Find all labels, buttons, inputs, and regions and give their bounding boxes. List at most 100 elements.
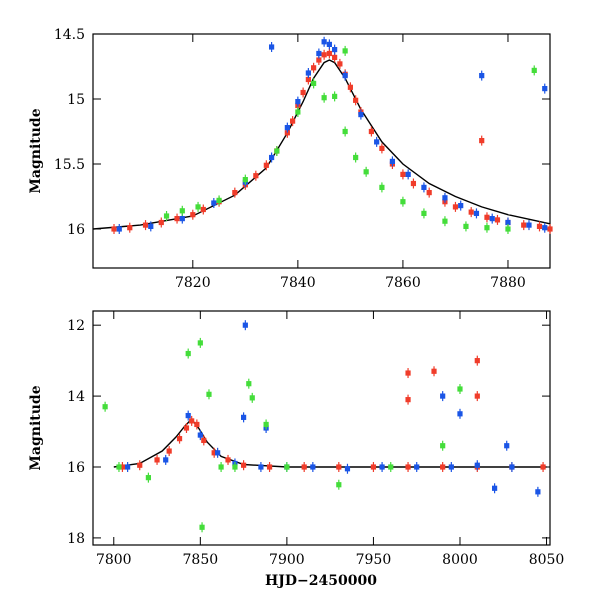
bottom-point-green xyxy=(336,482,342,488)
top-point-green xyxy=(163,213,170,219)
bottom-point-green xyxy=(284,464,290,470)
bottom-point-blue xyxy=(215,450,221,456)
bottom-model-line xyxy=(113,420,547,468)
top-point-red xyxy=(410,180,417,187)
bottom-xtick-label: 7800 xyxy=(96,552,132,568)
bottom-point-green xyxy=(249,395,255,401)
bottom-point-blue xyxy=(414,464,420,470)
top-point-blue xyxy=(458,203,464,209)
top-point-red xyxy=(379,145,385,151)
top-point-blue xyxy=(479,73,485,79)
top-point-red xyxy=(494,217,501,223)
top-point-blue xyxy=(268,154,275,161)
bottom-point-green xyxy=(218,464,224,470)
top-point-red xyxy=(468,209,474,215)
top-point-green xyxy=(311,80,317,86)
top-point-red xyxy=(142,222,149,228)
bottom-point-blue xyxy=(492,485,498,491)
bottom-point-red xyxy=(474,393,480,399)
bottom-point-green xyxy=(145,475,151,481)
bottom-point-blue xyxy=(242,322,248,328)
bottom-xtick-label: 8000 xyxy=(442,552,478,568)
bottom-plot-frame xyxy=(92,310,551,546)
bottom-point-red xyxy=(183,425,190,431)
bottom-point-blue xyxy=(535,489,541,495)
top-point-green xyxy=(421,210,427,216)
top-point-blue xyxy=(442,195,448,201)
top-point-blue xyxy=(505,219,511,226)
bottom-point-red xyxy=(431,368,437,374)
bottom-point-green xyxy=(185,350,191,357)
bottom-point-red xyxy=(211,450,217,456)
bottom-data-points xyxy=(102,320,546,533)
top-point-red xyxy=(426,190,432,196)
bottom-point-red xyxy=(194,421,200,428)
top-ytick-label: 15.5 xyxy=(54,157,85,173)
top-point-red xyxy=(190,212,196,218)
top-point-blue xyxy=(211,200,217,206)
top-data-points xyxy=(111,36,553,234)
bottom-xtick-label: 8050 xyxy=(529,552,565,568)
top-point-green xyxy=(179,208,185,214)
bottom-point-green xyxy=(457,386,463,392)
top-point-red xyxy=(290,118,296,124)
bottom-point-red xyxy=(119,464,126,470)
bottom-point-green xyxy=(440,443,446,449)
top-xtick-label: 7820 xyxy=(175,275,211,291)
bottom-point-red xyxy=(137,462,143,468)
top-point-red xyxy=(347,84,353,90)
bottom-point-red xyxy=(241,462,247,468)
top-point-blue xyxy=(305,70,311,76)
bottom-point-blue xyxy=(241,414,247,420)
top-point-red xyxy=(337,61,343,67)
top-point-green xyxy=(442,218,448,224)
bottom-point-red xyxy=(166,448,172,454)
bottom-point-red xyxy=(176,436,183,442)
top-point-blue xyxy=(268,44,275,50)
bottom-ytick-label: 16 xyxy=(67,460,85,476)
top-ytick-label: 16 xyxy=(67,222,85,238)
bottom-point-red xyxy=(225,457,231,463)
bottom-point-green xyxy=(116,464,122,470)
bottom-point-green xyxy=(102,404,108,410)
top-point-green xyxy=(332,93,338,99)
top-point-red xyxy=(127,225,133,231)
top-point-blue xyxy=(342,73,348,79)
top-point-green xyxy=(342,48,348,54)
top-point-blue xyxy=(358,112,364,118)
top-ytick-label: 14.5 xyxy=(54,27,85,43)
top-point-green xyxy=(463,223,469,229)
top-point-blue xyxy=(389,158,396,164)
bottom-point-blue xyxy=(509,464,515,470)
bottom-ytick-label: 18 xyxy=(67,531,85,547)
top-point-red xyxy=(536,223,543,229)
top-point-green xyxy=(353,154,359,161)
top-point-blue xyxy=(374,139,380,145)
bottom-point-red xyxy=(405,397,411,403)
top-point-green xyxy=(274,148,280,154)
top-xtick-label: 7860 xyxy=(385,275,421,291)
top-point-green xyxy=(505,226,511,232)
top-point-red xyxy=(547,226,553,232)
top-point-green xyxy=(379,184,385,190)
bottom-xtick-label: 7850 xyxy=(183,552,219,568)
top-point-blue xyxy=(473,210,480,216)
top-point-red xyxy=(326,50,332,57)
top-point-red xyxy=(111,226,117,232)
bottom-axis-ticks: 7800 7850 7900 7950 8000 8050 12 14 16 18 xyxy=(67,311,564,568)
bottom-point-blue xyxy=(379,464,385,470)
top-y-axis-title: Magnitude xyxy=(28,108,44,193)
bottom-point-green xyxy=(206,391,212,397)
bottom-point-green xyxy=(263,421,269,428)
top-point-red xyxy=(232,190,238,196)
bottom-point-red xyxy=(189,418,195,424)
top-model-line xyxy=(92,59,551,230)
top-point-green xyxy=(195,204,201,210)
top-xtick-label: 7840 xyxy=(280,275,316,291)
top-point-red xyxy=(452,204,459,210)
bottom-point-blue xyxy=(448,464,454,470)
top-plot-frame xyxy=(92,33,551,269)
top-point-red xyxy=(316,57,322,63)
top-point-green xyxy=(342,128,348,135)
